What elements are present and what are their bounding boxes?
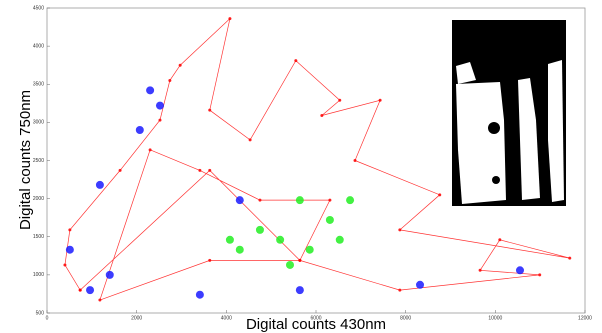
point xyxy=(346,196,354,204)
x-tick-label: 4000 xyxy=(221,315,232,321)
y-tick-label: 2500 xyxy=(33,158,44,164)
point xyxy=(568,257,571,260)
point xyxy=(249,138,252,141)
point xyxy=(63,263,66,266)
y-tick-label: 3000 xyxy=(33,120,44,126)
point xyxy=(398,289,401,292)
point xyxy=(416,281,424,289)
inset-hole xyxy=(492,176,500,184)
x-tick-label: 2000 xyxy=(131,315,142,321)
inset-region xyxy=(456,82,506,204)
point xyxy=(66,246,74,254)
point xyxy=(258,199,261,202)
point xyxy=(208,259,211,262)
point xyxy=(236,246,244,254)
point xyxy=(228,17,231,20)
x-tick-label: 6000 xyxy=(310,315,321,321)
point xyxy=(479,269,482,272)
point xyxy=(236,196,244,204)
point xyxy=(256,226,264,234)
y-tick-label: 1500 xyxy=(33,234,44,240)
x-tick-label: 0 xyxy=(46,315,49,321)
point xyxy=(196,291,204,299)
point xyxy=(326,216,334,224)
x-tick-label: 12000 xyxy=(578,315,592,321)
point xyxy=(156,102,164,110)
point xyxy=(86,286,94,294)
point xyxy=(286,261,294,269)
point xyxy=(336,236,344,244)
y-tick-label: 3500 xyxy=(33,82,44,88)
point xyxy=(296,196,304,204)
point xyxy=(538,273,541,276)
point xyxy=(168,79,171,82)
y-axis-label: Digital counts 750nm xyxy=(17,90,34,230)
point xyxy=(398,228,401,231)
point xyxy=(306,246,314,254)
inset-gap xyxy=(506,84,518,204)
point xyxy=(106,271,114,279)
point xyxy=(136,126,144,134)
inset-image xyxy=(452,20,566,206)
y-tick-label: 1000 xyxy=(33,272,44,278)
point xyxy=(208,169,211,172)
point xyxy=(296,286,304,294)
point xyxy=(158,119,161,122)
point xyxy=(68,228,71,231)
point xyxy=(96,181,104,189)
y-tick-label: 4500 xyxy=(33,5,44,11)
point xyxy=(379,99,382,102)
point xyxy=(516,266,524,274)
point xyxy=(179,64,182,67)
chart: Digital counts 430nm Digital counts 750n… xyxy=(0,0,602,333)
y-tick-label: 4000 xyxy=(33,43,44,49)
point xyxy=(149,148,152,151)
point xyxy=(119,169,122,172)
point xyxy=(198,169,201,172)
point xyxy=(338,99,341,102)
inset-hole xyxy=(488,122,500,134)
y-tick-label: 500 xyxy=(36,310,45,316)
point xyxy=(208,109,211,112)
point xyxy=(226,236,234,244)
x-tick-label: 10000 xyxy=(488,315,502,321)
point xyxy=(328,199,331,202)
point xyxy=(354,159,357,162)
point xyxy=(298,259,301,262)
point xyxy=(498,238,501,241)
point xyxy=(146,86,154,94)
point xyxy=(294,59,297,62)
x-tick-label: 8000 xyxy=(400,315,411,321)
y-tick-label: 2000 xyxy=(33,196,44,202)
point xyxy=(79,289,82,292)
point xyxy=(276,236,284,244)
point xyxy=(98,299,101,302)
point xyxy=(320,114,323,117)
point xyxy=(438,193,441,196)
